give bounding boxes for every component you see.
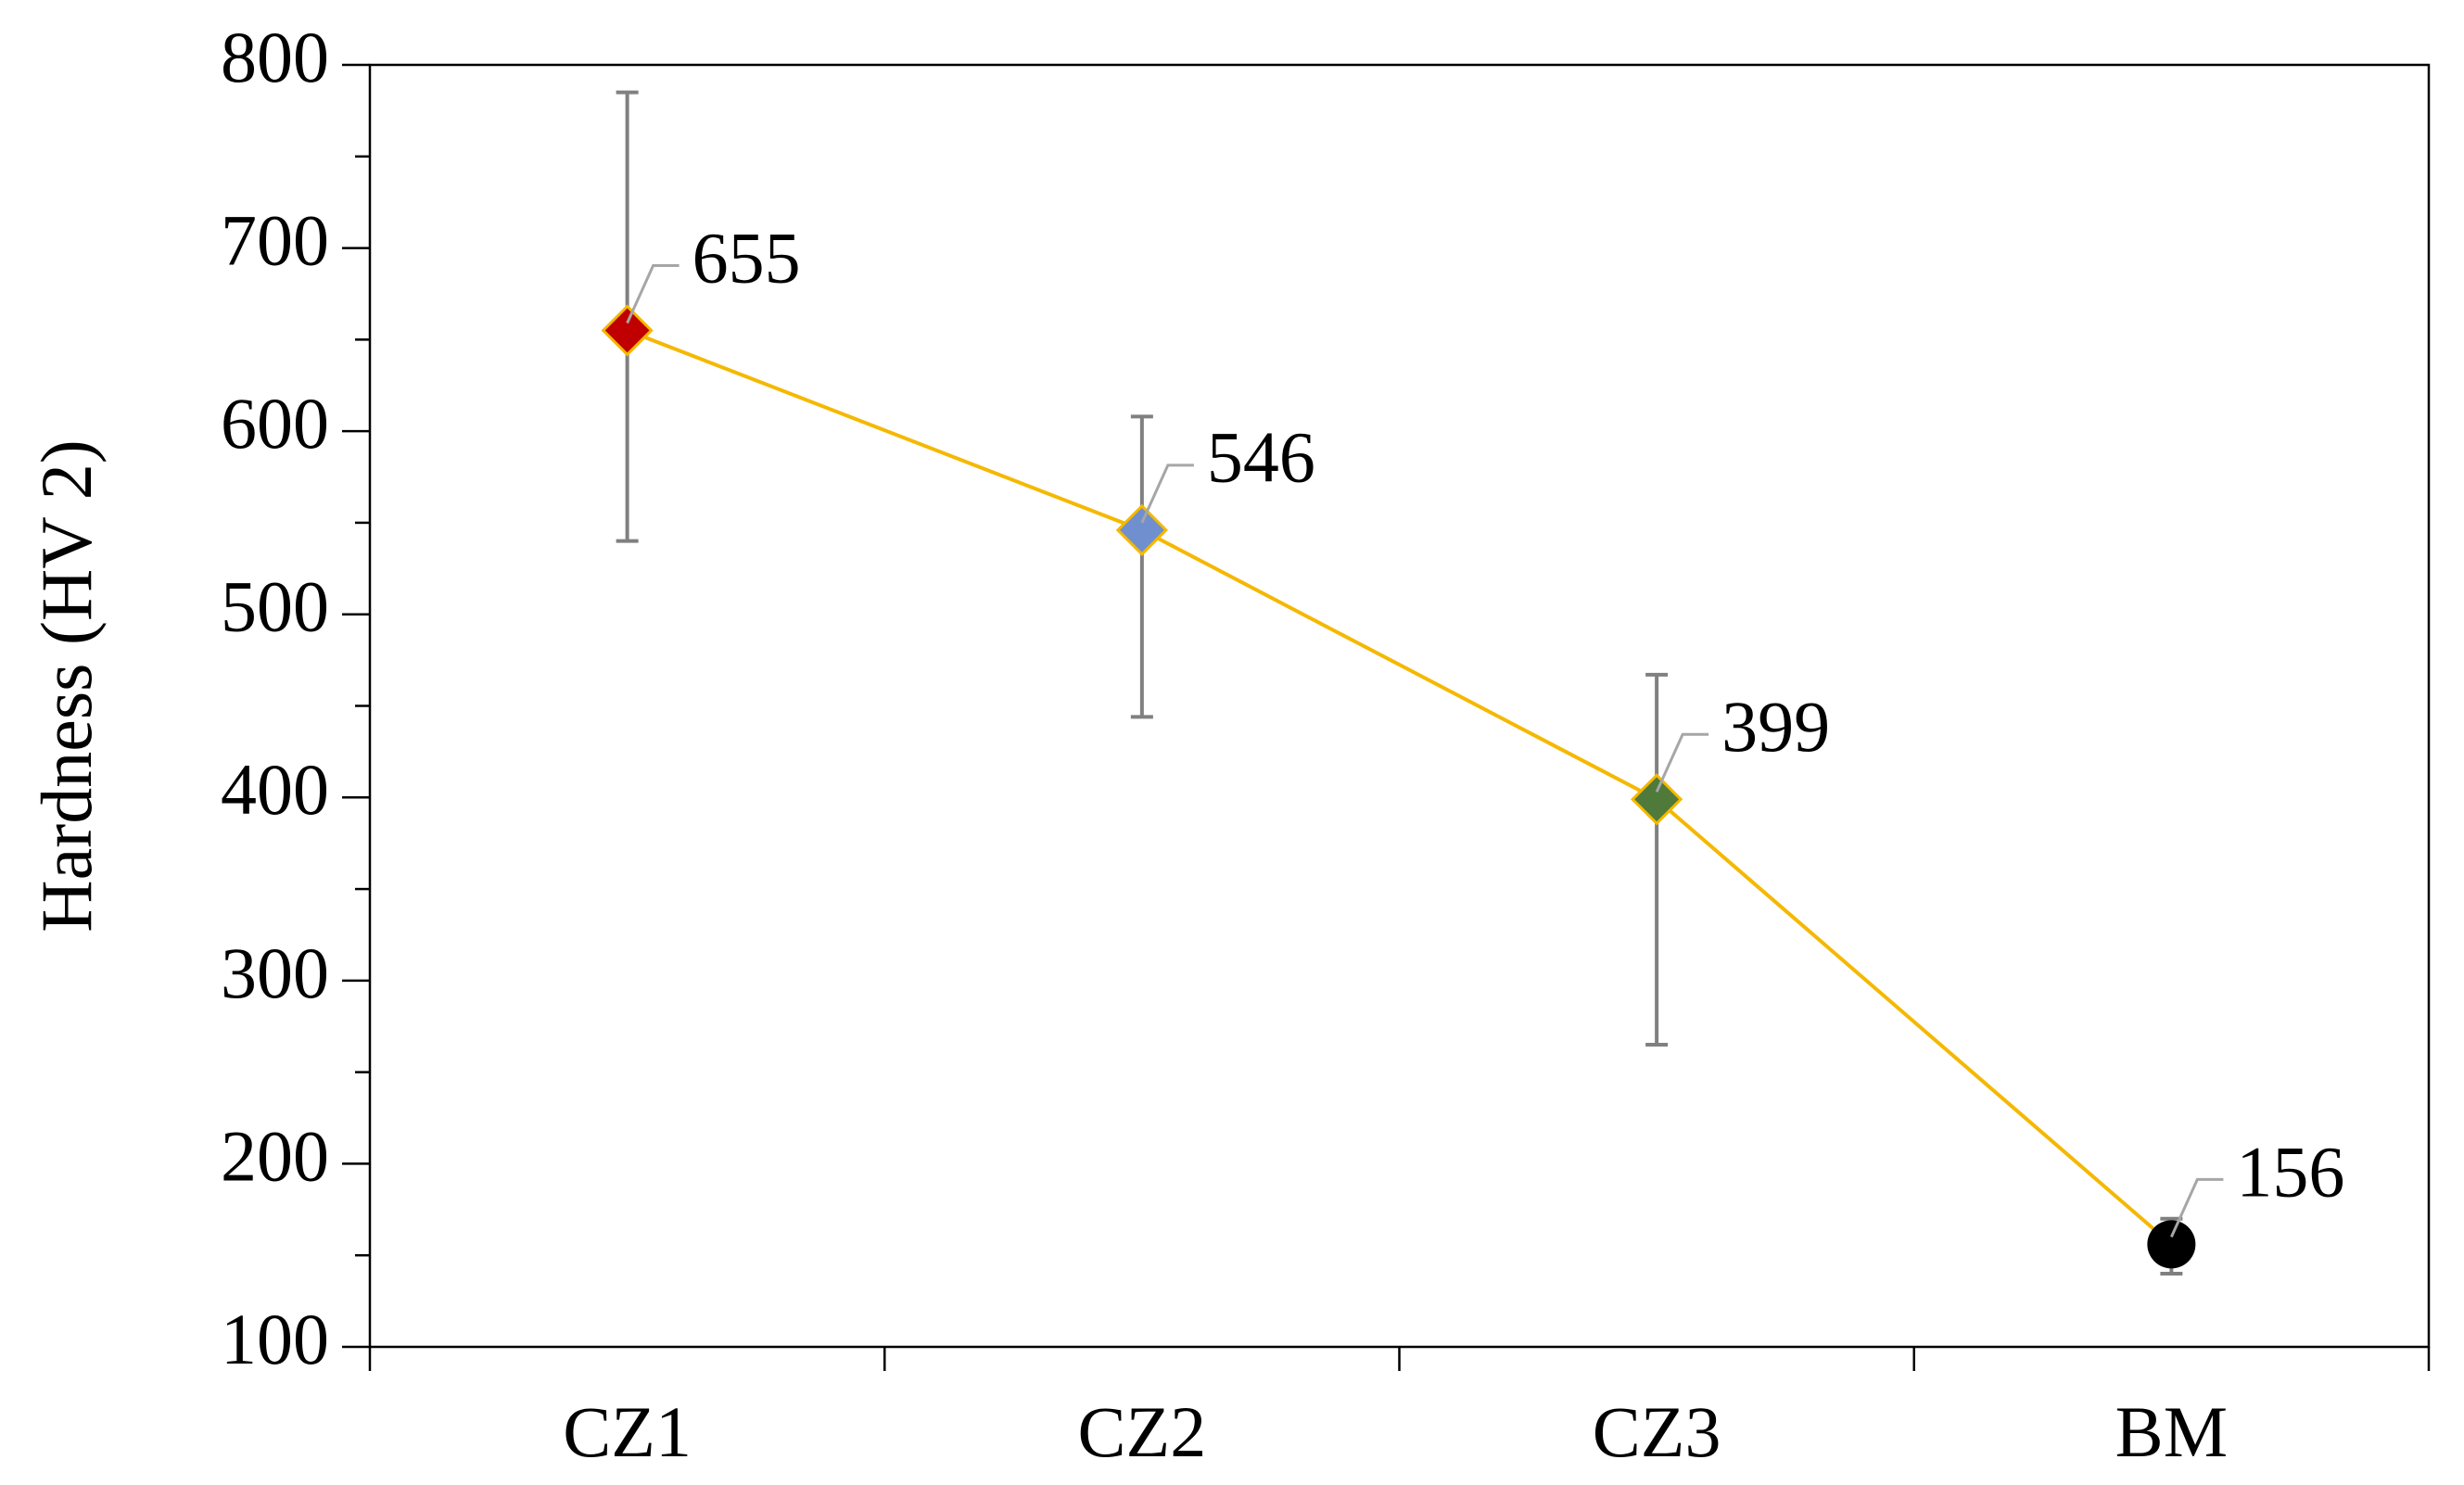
y-tick-label: 100 (221, 1299, 329, 1379)
marker (601, 304, 654, 357)
data-label: 399 (1721, 686, 1830, 767)
y-tick-label: 300 (221, 933, 329, 1013)
leader-line (1140, 463, 1194, 524)
data-label: 156 (2236, 1131, 2344, 1212)
data-label: 546 (1207, 417, 1315, 498)
data-label: 655 (692, 217, 801, 298)
x-tick-label: CZ3 (1593, 1391, 1721, 1472)
x-tick-label: BM (2115, 1391, 2228, 1472)
y-axis-label: Hardness (HV 2) (26, 439, 107, 932)
x-tick-label: CZ2 (1078, 1391, 1207, 1472)
leader-line (2170, 1177, 2224, 1238)
plot-frame (368, 63, 2431, 1349)
leader-line (1655, 732, 1709, 793)
y-tick-label: 800 (221, 17, 329, 97)
y-tick-label: 700 (221, 199, 329, 280)
y-tick-label: 500 (221, 566, 329, 647)
marker (2147, 1220, 2196, 1269)
marker (1631, 773, 1683, 826)
y-tick-label: 600 (221, 383, 329, 463)
x-tick-label: CZ1 (563, 1391, 692, 1472)
line (626, 328, 2173, 1246)
marker (1115, 503, 1168, 556)
leader-line (626, 263, 680, 324)
y-tick-label: 400 (221, 749, 329, 830)
y-tick-label: 200 (221, 1115, 329, 1196)
